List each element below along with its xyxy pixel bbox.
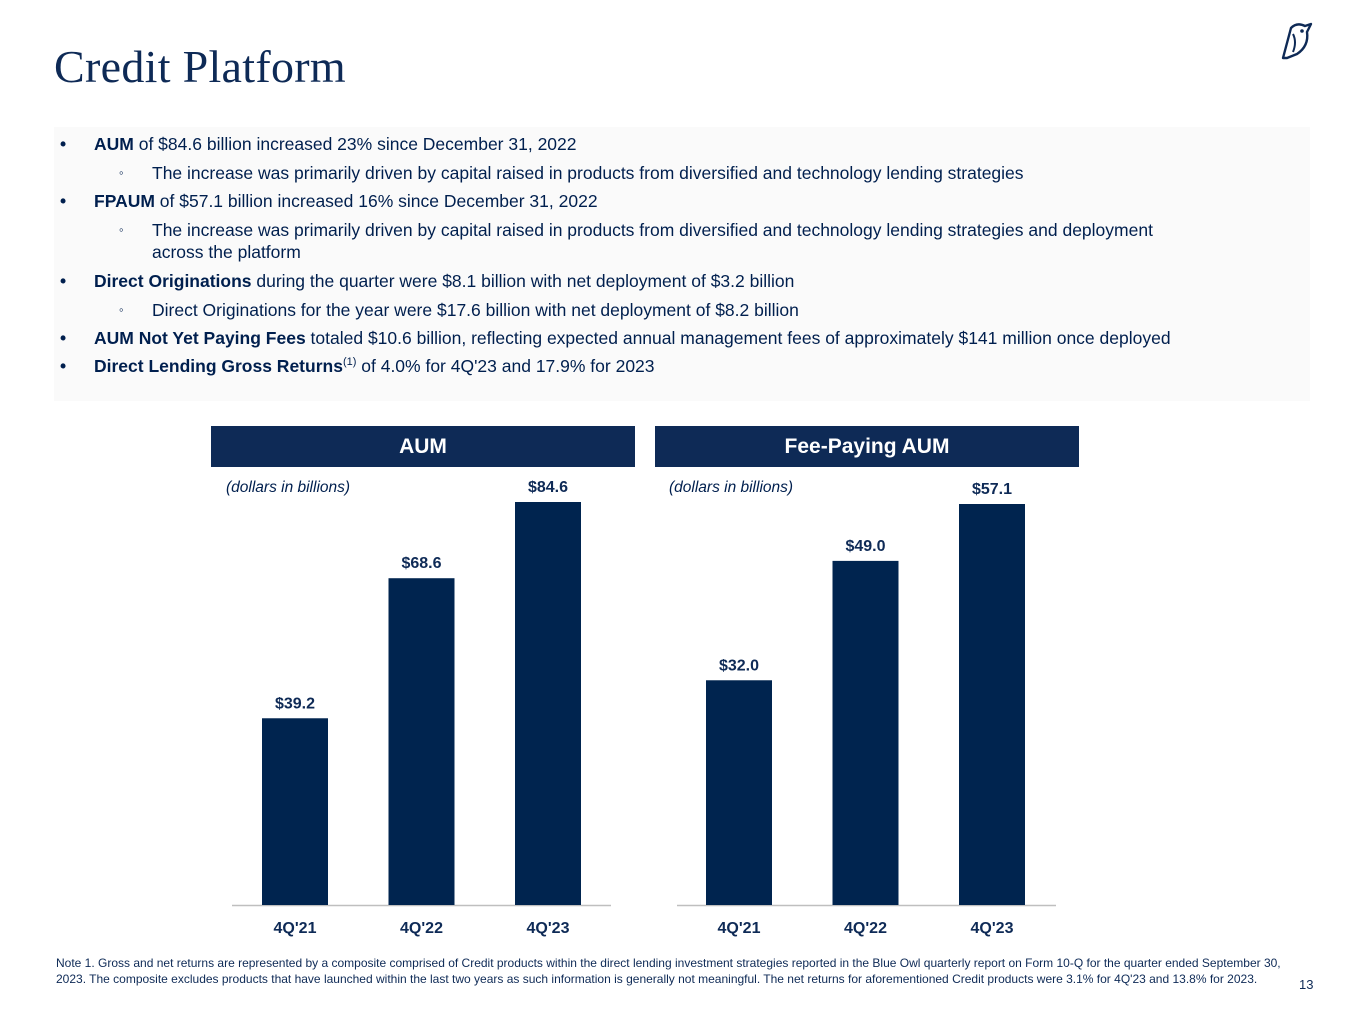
- bar-value-label: $84.6: [528, 479, 568, 496]
- x-tick-label: 4Q'22: [844, 920, 887, 937]
- bar-value-label: $39.2: [275, 695, 315, 712]
- bullet-direct-lending-returns: • Direct Lending Gross Returns(1) of 4.0%…: [60, 356, 655, 376]
- bar-2: [832, 560, 899, 905]
- aum-chart-header: AUM: [211, 426, 635, 467]
- bar-value-label: $32.0: [719, 657, 759, 674]
- bar-value-label: $57.1: [972, 481, 1012, 498]
- fpaum-chart-units: (dollars in billions): [669, 479, 794, 496]
- x-tick-label: 4Q'22: [400, 920, 443, 937]
- bar-2: [388, 578, 455, 905]
- owl-logo-icon: [1281, 22, 1313, 60]
- fpaum-bar-chart: $32.0 4Q'21 $49.0 4Q'22 $57.1 4Q'23: [677, 481, 1056, 937]
- x-tick-label: 4Q'21: [718, 920, 761, 937]
- bar-3: [515, 502, 581, 905]
- page-number: 13: [1299, 977, 1314, 992]
- x-tick-label: 4Q'23: [971, 920, 1014, 937]
- bullet-fpaum: • FPAUM of $57.1 billion increased 16% si…: [60, 191, 598, 211]
- fpaum-chart-header: Fee-Paying AUM: [655, 426, 1079, 467]
- aum-chart-units: (dollars in billions): [226, 479, 351, 496]
- x-tick-label: 4Q'23: [527, 920, 570, 937]
- aum-bar-chart: $39.2 4Q'21 $68.6 4Q'22 $84.6 4Q'23: [232, 479, 611, 937]
- sub-bullet-aum: ◦ The increase was primarily driven by ca…: [119, 163, 1024, 183]
- bullet-direct-originations: • Direct Originations during the quarter …: [60, 271, 795, 291]
- footnote: Note 1. Gross and net returns are repres…: [56, 956, 1281, 986]
- bar-1: [706, 680, 772, 905]
- x-tick-label: 4Q'21: [274, 920, 317, 937]
- sub-bullet-direct-originations: ◦ Direct Originations for the year were $…: [119, 300, 799, 320]
- bullet-aum: • AUM of $84.6 billion increased 23% sinc…: [60, 134, 577, 154]
- page-title: Credit Platform: [54, 41, 346, 92]
- bar-3: [959, 504, 1025, 905]
- summary-panel: [54, 127, 1310, 401]
- sub-bullet-fpaum: ◦ The increase was primarily driven by ca…: [119, 220, 1153, 262]
- bar-1: [262, 718, 328, 905]
- bar-value-label: $68.6: [401, 555, 441, 572]
- bar-value-label: $49.0: [845, 538, 885, 555]
- bullet-aum-not-yet-paying-fees: • AUM Not Yet Paying Fees totaled $10.6 b…: [60, 328, 1171, 348]
